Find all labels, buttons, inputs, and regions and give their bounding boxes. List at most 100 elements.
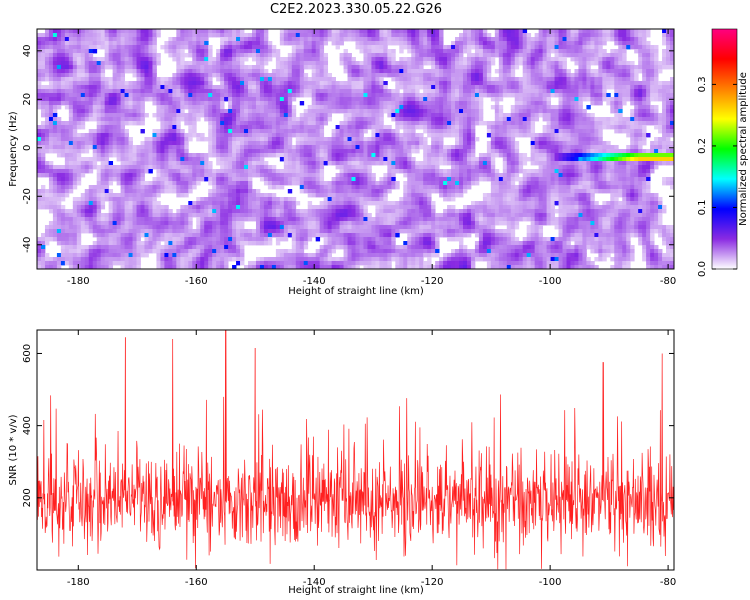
heatmap-cell (399, 109, 404, 114)
heatmap-cell (96, 141, 102, 146)
heatmap-cell (116, 149, 122, 154)
heatmap-cell (132, 65, 137, 70)
heatmap-cell (204, 53, 209, 58)
heatmap-cell (407, 157, 412, 162)
heatmap-cell (566, 69, 571, 74)
heatmap-cell (299, 93, 305, 98)
heatmap-cell (291, 57, 297, 62)
heatmap-cell (319, 137, 325, 142)
heatmap-cell (562, 149, 567, 154)
heatmap-cell (220, 89, 225, 94)
heatmap-cell (658, 97, 663, 102)
heatmap-cell (578, 81, 583, 86)
heatmap-cell (622, 125, 627, 130)
heatmap-cell (642, 77, 647, 82)
heatmap-cell (459, 133, 464, 138)
heatmap-cell (220, 69, 225, 74)
heatmap-cell (558, 165, 563, 170)
heatmap-cell (630, 109, 635, 114)
heatmap-cell (80, 137, 86, 142)
heatmap-cell (546, 41, 551, 46)
heatmap-cell (466, 97, 472, 102)
heatmap-cell (92, 41, 98, 46)
heatmap-cell (447, 149, 452, 154)
heatmap-cell (510, 165, 516, 170)
heatmap-cell (618, 149, 623, 154)
heatmap-cell (387, 49, 392, 54)
heatmap-cell (88, 29, 94, 34)
heatmap-cell (204, 33, 209, 38)
heatmap-cell (462, 161, 468, 166)
heatmap-cell (383, 97, 388, 102)
heatmap-cell (586, 93, 591, 98)
heatmap-cell (68, 129, 74, 134)
heatmap-cell (148, 165, 153, 170)
heatmap-cell (355, 165, 360, 170)
heatmap-cell (530, 93, 536, 98)
heatmap-cell (351, 105, 356, 110)
heatmap-cell (303, 133, 309, 138)
heatmap-cell (236, 117, 241, 122)
heatmap-cell (279, 97, 285, 102)
heatmap-cell (307, 41, 313, 46)
heatmap-cell (550, 105, 555, 110)
heatmap-cell (244, 121, 249, 126)
heatmap-cell (343, 105, 348, 110)
heatmap-cell (614, 165, 619, 170)
heatmap-cell (546, 81, 551, 86)
heatmap-cell (132, 121, 137, 126)
heatmap-cell (88, 141, 94, 146)
heatmap-cell (466, 89, 472, 94)
heatmap-cell (634, 145, 639, 150)
heatmap-cell (37, 61, 42, 66)
heatmap-cell (530, 137, 536, 142)
heatmap-cell (494, 137, 500, 142)
heatmap-cell (112, 29, 118, 34)
heatmap-cell (387, 69, 392, 74)
heatmap-cell (236, 105, 241, 110)
heatmap-cell (287, 137, 293, 142)
heatmap-cell (44, 165, 50, 170)
heatmap-cell (614, 33, 619, 38)
heatmap-cell (455, 89, 460, 94)
heatmap-cell (447, 53, 452, 58)
heatmap-cell (562, 57, 567, 62)
heatmap-cell (455, 65, 460, 70)
heatmap-cell (104, 133, 110, 138)
heatmap-cell (184, 81, 189, 86)
heatmap-cell (363, 117, 368, 122)
heatmap-cell (638, 33, 643, 38)
heatmap-cell (498, 149, 504, 154)
heatmap-cell (379, 37, 384, 42)
heatmap-cell (156, 113, 161, 118)
heatmap-cell (60, 121, 66, 126)
heatmap-cell (391, 33, 396, 38)
heatmap-cell (598, 41, 603, 46)
heatmap-cell (44, 33, 50, 38)
heatmap-cell (248, 93, 253, 98)
heatmap-cell (128, 41, 133, 46)
heatmap-cell (259, 133, 265, 138)
heatmap-cell (196, 89, 201, 94)
heatmap-cell (391, 165, 396, 170)
heatmap-cell (387, 141, 392, 146)
heatmap-cell (172, 41, 177, 46)
heatmap-cell (192, 133, 197, 138)
heatmap-cell (339, 101, 344, 106)
heatmap-cell (550, 73, 555, 78)
heatmap-cell (494, 133, 500, 138)
heatmap-cell (267, 141, 273, 146)
heatmap-cell (311, 113, 317, 118)
heatmap-cell (152, 61, 157, 66)
heatmap-cell (427, 53, 432, 58)
heatmap-cell (510, 121, 516, 126)
heatmap-cell (152, 153, 157, 158)
heatmap-cell (443, 101, 448, 106)
heatmap-cell (395, 65, 400, 70)
heatmap-cell (112, 105, 118, 110)
heatmap-cell (666, 149, 671, 154)
heatmap-cell (76, 61, 82, 66)
heatmap-cell (411, 33, 416, 38)
heatmap-cell (654, 53, 659, 58)
heatmap-cell (108, 37, 114, 42)
